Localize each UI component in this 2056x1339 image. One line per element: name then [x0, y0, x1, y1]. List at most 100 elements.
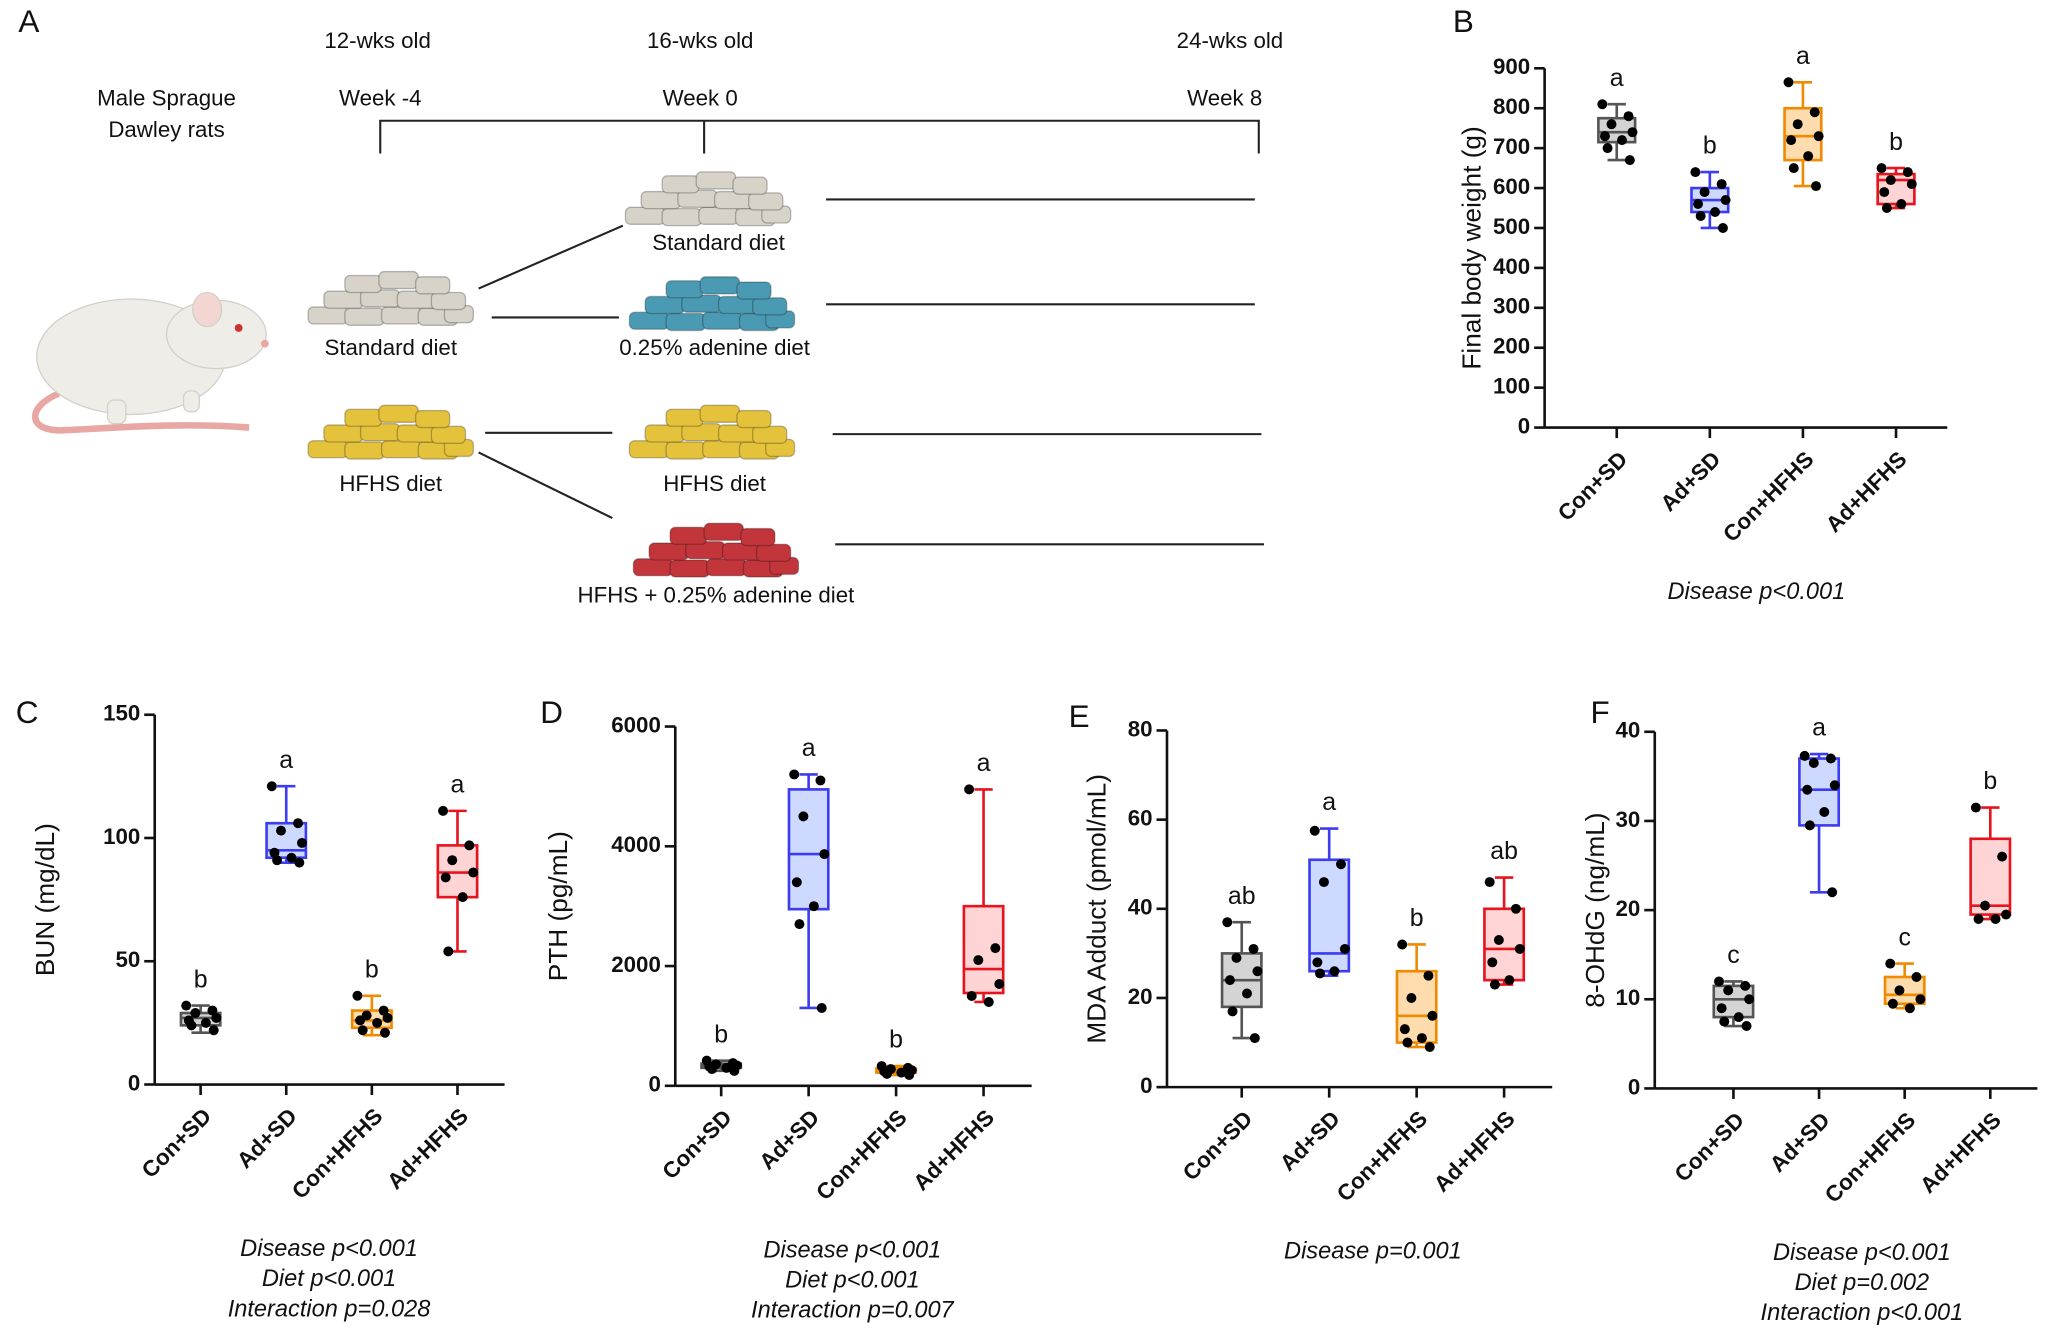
data-point — [1489, 979, 1500, 990]
data-point — [1799, 750, 1810, 761]
data-point — [443, 946, 454, 957]
x-tick-label: Ad+HFHS — [908, 1105, 999, 1196]
data-point — [1811, 181, 1822, 192]
week-label: Week 0 — [663, 86, 738, 111]
data-point — [1741, 1021, 1752, 1032]
data-point — [1710, 207, 1721, 217]
data-point — [1416, 1033, 1427, 1044]
y-tick-label: 4000 — [611, 832, 661, 857]
stats-text: Diet p=0.002 — [1795, 1270, 1929, 1296]
data-point — [1803, 151, 1814, 162]
data-point — [983, 997, 994, 1007]
data-point — [1915, 994, 1926, 1005]
group-letter: c — [1727, 941, 1739, 969]
data-point — [440, 872, 451, 883]
data-point — [1252, 966, 1263, 977]
y-axis-title: PTH (pg/mL) — [543, 831, 573, 981]
data-point — [1693, 199, 1704, 210]
stats-text: Disease p<0.001 — [1773, 1240, 1951, 1266]
timeline-line — [379, 119, 1260, 154]
data-point — [1719, 1016, 1730, 1027]
data-point — [1484, 877, 1495, 888]
stats-text: Disease p<0.001 — [240, 1236, 418, 1262]
group-letter: a — [451, 771, 465, 799]
y-tick-label: 900 — [1493, 54, 1530, 79]
y-axis-title: Final body weight (g) — [1457, 126, 1487, 369]
data-point — [1879, 187, 1890, 198]
data-point — [819, 849, 830, 860]
data-point — [1695, 211, 1706, 221]
group-letter: ab — [1490, 837, 1518, 865]
group-letter: b — [1410, 904, 1424, 932]
data-point — [1315, 968, 1325, 979]
y-tick-label: 10 — [1616, 985, 1641, 1010]
x-tick-label: Con+SD — [1670, 1107, 1749, 1186]
diet-pellets — [307, 404, 475, 460]
data-point — [789, 769, 800, 780]
y-tick-label: 40 — [1616, 718, 1641, 743]
y-tick-label: 200 — [1493, 334, 1530, 359]
diet-label: Standard diet — [324, 335, 457, 360]
data-point — [1716, 1003, 1727, 1014]
box-chart: F 8-OHdG (ng/mL) 0 10 20 30 40 Con+SD c Ad+SD a Con… — [1580, 695, 2038, 1326]
data-point — [896, 1067, 907, 1078]
data-point — [1970, 802, 1981, 813]
data-point — [1339, 943, 1350, 954]
diet-label: 0.25% adenine diet — [619, 335, 811, 360]
diet-pellets — [624, 171, 792, 227]
box — [787, 788, 830, 911]
data-point — [1802, 784, 1813, 795]
x-tick-label: Con+HFHS — [811, 1105, 911, 1205]
data-point — [1231, 952, 1242, 963]
x-tick-label: Con+SD — [1178, 1106, 1257, 1185]
data-point — [1896, 199, 1907, 210]
y-tick-label: 500 — [1493, 214, 1530, 239]
data-point — [1248, 943, 1259, 954]
data-point — [815, 775, 826, 786]
box — [1969, 837, 2012, 916]
panel-a: A 12-wks old 16-wks old 24-wks old Male … — [18, 4, 1283, 608]
y-tick-label: 0 — [1518, 413, 1530, 438]
rat-nose — [260, 339, 269, 348]
y-tick-label: 100 — [103, 824, 140, 849]
y-axis-title: 8-OHdG (ng/mL) — [1580, 812, 1610, 1007]
data-point — [1911, 971, 1922, 982]
data-point — [1887, 998, 1898, 1009]
y-tick-label: 150 — [103, 701, 140, 726]
data-point — [1744, 994, 1755, 1005]
data-point — [1894, 985, 1905, 996]
data-point — [791, 877, 802, 888]
stats-text: Interaction p=0.028 — [228, 1296, 431, 1322]
x-tick-label: Ad+HFHS — [1821, 446, 1912, 537]
x-tick-label: Ad+SD — [232, 1103, 302, 1173]
data-point — [457, 892, 468, 903]
diet-label: HFHS diet — [339, 471, 443, 496]
data-point — [1599, 131, 1610, 142]
stats-text: Disease p<0.001 — [1668, 579, 1846, 605]
data-point — [447, 855, 458, 866]
rat-leg — [106, 399, 127, 425]
diet-pellets — [632, 522, 800, 578]
data-point — [2001, 909, 2012, 920]
rat-leg — [182, 390, 200, 413]
y-tick-label: 6000 — [611, 712, 661, 737]
y-tick-label: 40 — [1128, 895, 1153, 920]
y-tick-label: 0 — [1140, 1073, 1152, 1098]
data-point — [266, 781, 277, 792]
y-tick-label: 50 — [116, 947, 141, 972]
x-tick-label: Con+SD — [137, 1103, 216, 1182]
data-point — [1813, 131, 1824, 142]
panel-label: B — [1453, 4, 1474, 39]
data-point — [1740, 980, 1751, 991]
data-point — [1783, 77, 1794, 88]
y-tick-label: 700 — [1493, 134, 1530, 159]
data-point — [1723, 985, 1734, 996]
y-tick-label: 20 — [1616, 896, 1641, 921]
data-point — [464, 840, 475, 851]
age-label: 12-wks old — [324, 28, 431, 53]
y-tick-label: 300 — [1493, 294, 1530, 319]
data-point — [1699, 187, 1710, 198]
